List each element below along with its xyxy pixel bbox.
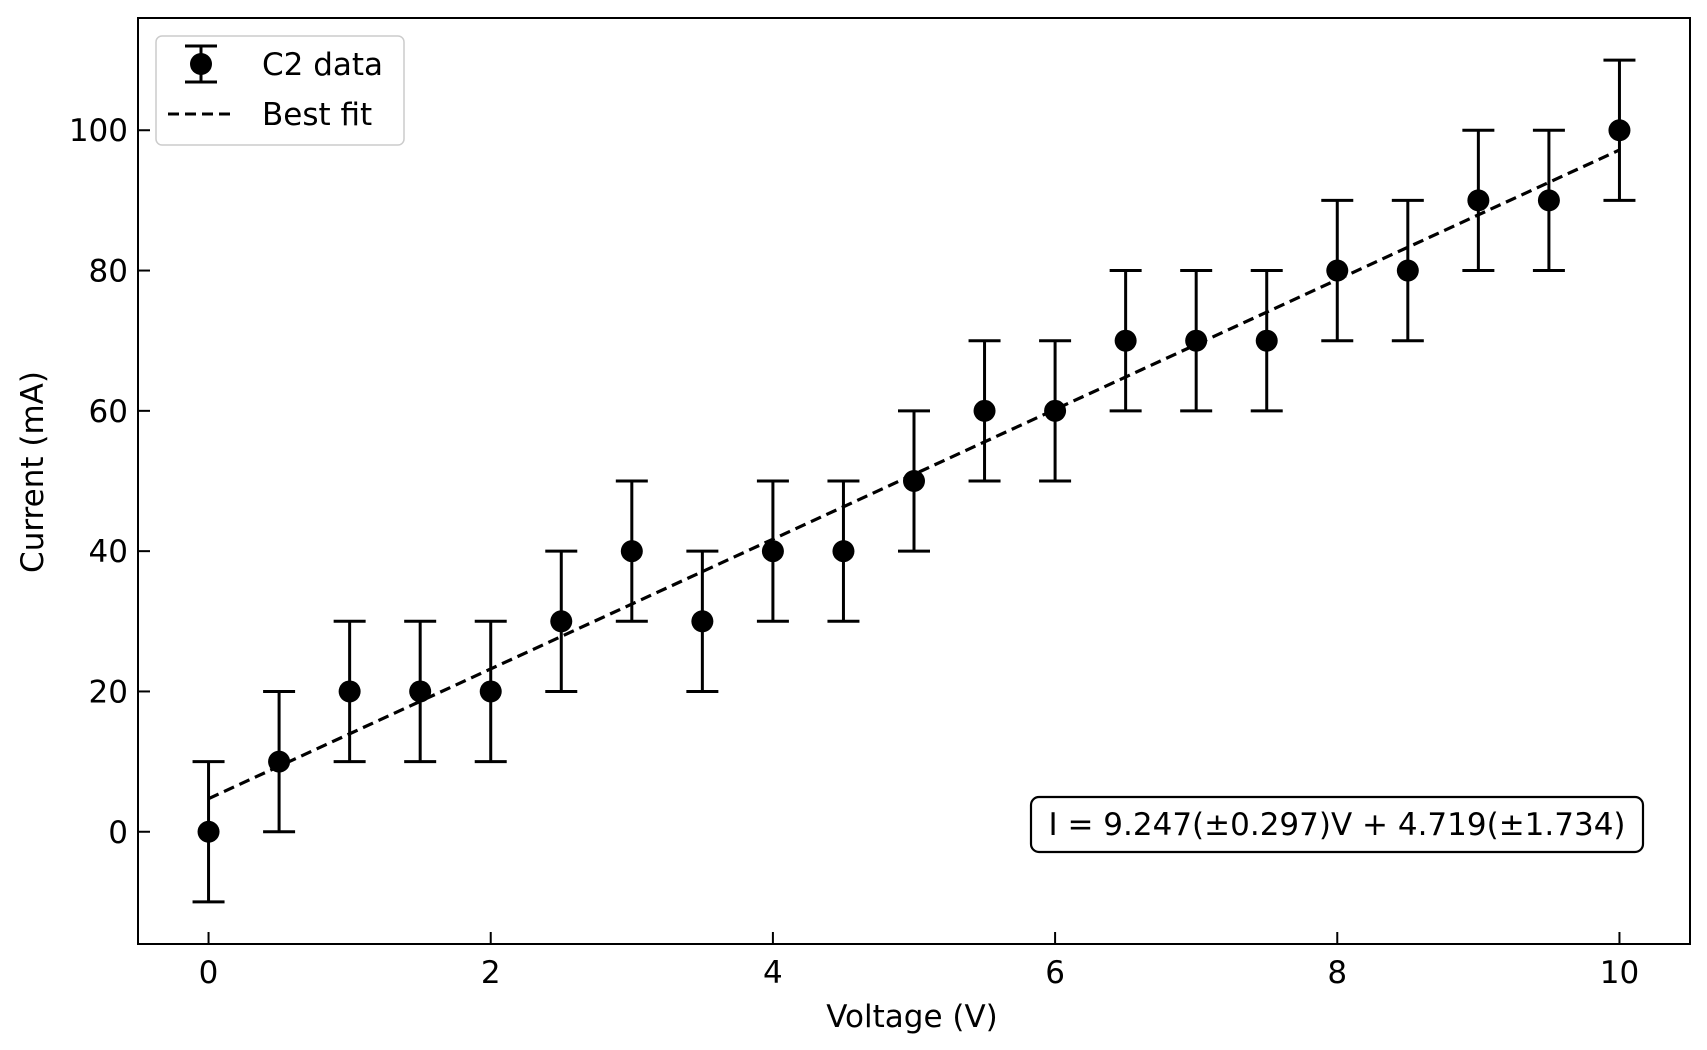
data-point	[550, 610, 573, 633]
data-point	[761, 540, 784, 563]
x-axis-label: Voltage (V)	[826, 999, 998, 1035]
data-point	[973, 399, 996, 422]
data-point	[1537, 189, 1560, 212]
x-tick-label: 8	[1327, 955, 1347, 991]
y-tick-label: 60	[89, 394, 128, 430]
x-tick-label: 0	[199, 955, 219, 991]
x-tick-label: 10	[1600, 955, 1639, 991]
data-point	[338, 680, 361, 703]
y-tick-label: 100	[69, 113, 128, 149]
legend-marker-data	[185, 44, 217, 84]
data-point	[691, 610, 714, 633]
y-axis-label: Current (mA)	[15, 371, 51, 573]
data-point	[1608, 119, 1631, 142]
data-point	[1114, 329, 1137, 352]
fit-line-layer	[207, 148, 1621, 801]
data-point	[1185, 329, 1208, 352]
data-point	[268, 750, 291, 773]
data-points-layer	[197, 119, 1631, 843]
x-tick-label: 2	[481, 955, 501, 991]
data-point	[1255, 329, 1278, 352]
fit-equation-annotation: I = 9.247(±0.297)V + 4.719(±1.734)	[1029, 795, 1645, 854]
data-point	[620, 540, 643, 563]
annotation-box	[1029, 795, 1645, 854]
data-point	[1326, 259, 1349, 282]
data-point	[409, 680, 432, 703]
legend-box	[155, 35, 405, 146]
y-tick-label: 0	[108, 815, 128, 851]
data-point	[1044, 399, 1067, 422]
data-point	[832, 540, 855, 563]
best-fit-line	[207, 148, 1621, 801]
legend: C2 data Best fit	[155, 35, 405, 146]
annotation-text: I = 9.247(±0.297)V + 4.719(±1.734)	[1048, 807, 1625, 843]
data-point	[1467, 189, 1490, 212]
legend-label-data: C2 data	[262, 47, 383, 83]
x-tick-label: 6	[1045, 955, 1065, 991]
y-tick-label: 80	[89, 254, 128, 290]
legend-label-fit: Best fit	[262, 97, 372, 133]
y-tick-label: 40	[89, 534, 128, 570]
data-point	[903, 470, 925, 492]
y-tick-label: 20	[89, 674, 128, 710]
x-tick-label: 4	[763, 955, 783, 991]
data-point	[197, 820, 220, 843]
data-point	[479, 680, 502, 703]
data-point	[1396, 259, 1419, 282]
plot-frame	[137, 17, 1691, 945]
